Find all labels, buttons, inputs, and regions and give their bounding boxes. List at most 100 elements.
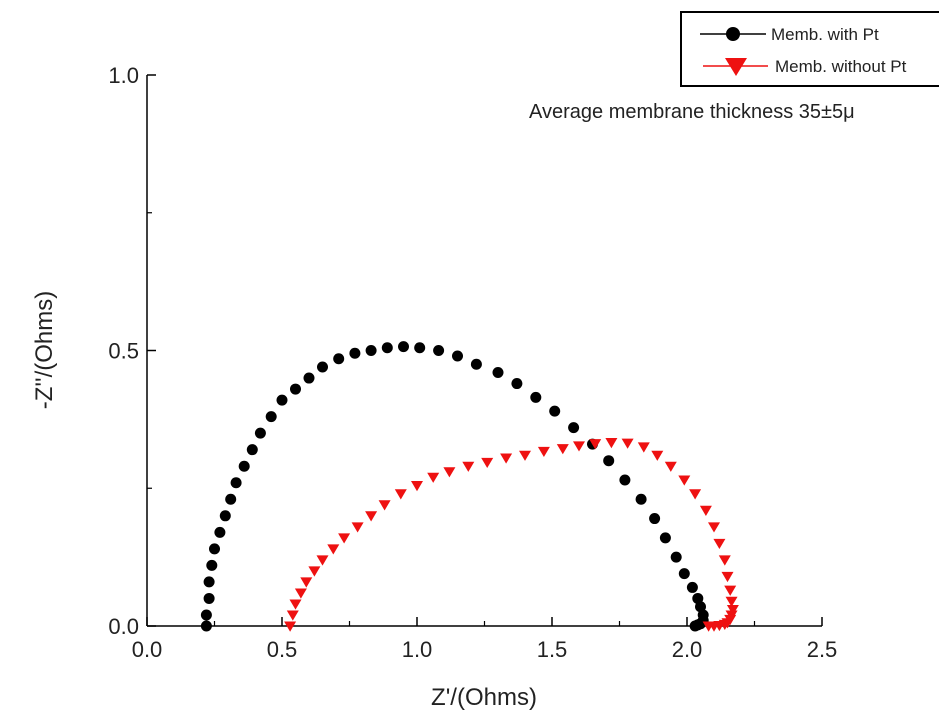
series-with-pt: [200, 341, 709, 632]
data-point-with-pt: [549, 405, 561, 417]
data-point-with-pt: [568, 422, 580, 434]
data-point-with-pt: [290, 383, 301, 395]
thickness-annotation: Average membrane thickness 35±5μ: [529, 101, 855, 123]
data-point-with-pt: [381, 342, 393, 354]
y-axis-title: -Z''/(Ohms): [31, 291, 58, 409]
x-axis-title: Z'/(Ohms): [431, 684, 537, 711]
data-point-with-pt: [365, 345, 377, 356]
y-tick-label: 0.0: [108, 614, 139, 639]
data-point-with-pt: [225, 493, 237, 505]
data-point-without-pt: [443, 467, 456, 478]
x-tick-label: 0.0: [132, 637, 163, 662]
data-point-without-pt: [411, 480, 423, 492]
data-point-with-pt: [206, 559, 218, 571]
data-point-without-pt: [689, 489, 702, 500]
data-point-with-pt: [238, 460, 250, 472]
y-axis-ticks: 0.0 0.5 1.0: [108, 63, 156, 639]
data-point-with-pt: [635, 493, 647, 505]
data-point-without-pt: [724, 585, 737, 596]
data-point-with-pt: [200, 620, 212, 632]
data-point-with-pt: [333, 353, 345, 365]
legend-marker-without-pt: [725, 58, 747, 76]
data-point-with-pt: [511, 378, 523, 390]
data-point-with-pt: [414, 342, 426, 354]
data-point-with-pt: [670, 551, 682, 563]
data-point-with-pt: [219, 510, 231, 522]
data-point-without-pt: [556, 444, 569, 455]
data-point-without-pt: [286, 610, 299, 621]
data-point-with-pt: [692, 592, 704, 604]
legend-label-with-pt: Memb. with Pt: [771, 25, 879, 44]
data-point-without-pt: [300, 577, 313, 588]
data-point-without-pt: [699, 505, 712, 516]
data-point-with-pt: [603, 455, 615, 467]
data-point-without-pt: [338, 533, 351, 544]
data-point-with-pt: [452, 350, 463, 362]
data-point-with-pt: [649, 513, 661, 525]
data-point-without-pt: [678, 475, 691, 486]
data-point-without-pt: [708, 522, 720, 533]
data-point-without-pt: [726, 604, 739, 616]
data-point-with-pt: [200, 609, 212, 621]
data-point-without-pt: [284, 621, 297, 632]
series-without-pt: [284, 438, 739, 632]
data-point-without-pt: [481, 457, 494, 469]
data-point-with-pt: [209, 543, 220, 555]
data-point-with-pt: [689, 620, 701, 632]
x-tick-label: 2.0: [672, 637, 703, 662]
data-point-without-pt: [378, 500, 391, 511]
legend-marker-with-pt: [726, 27, 740, 41]
data-point-without-pt: [289, 599, 302, 610]
data-point-without-pt: [327, 544, 340, 555]
data-point-with-pt: [492, 367, 504, 379]
data-point-without-pt: [702, 621, 715, 632]
data-point-without-pt: [573, 441, 585, 452]
data-point-without-pt: [537, 446, 550, 458]
data-point-without-pt: [651, 450, 664, 461]
data-point-with-pt: [470, 358, 482, 370]
data-point-without-pt: [308, 566, 321, 577]
data-point-without-pt: [427, 472, 440, 483]
data-point-with-pt: [317, 361, 328, 373]
data-point-with-pt: [695, 601, 706, 613]
data-point-without-pt: [637, 442, 650, 453]
data-point-without-pt: [519, 450, 531, 461]
data-point-without-pt: [365, 511, 378, 522]
data-point-with-pt: [686, 581, 698, 593]
data-point-with-pt: [276, 394, 288, 406]
data-point-with-pt: [659, 532, 671, 544]
data-point-with-pt: [678, 568, 690, 580]
data-point-without-pt: [500, 453, 513, 464]
y-tick-label: 0.5: [108, 339, 139, 364]
data-point-without-pt: [713, 538, 726, 550]
data-point-without-pt: [621, 438, 634, 449]
data-point-with-pt: [230, 477, 242, 489]
legend-box: [680, 11, 939, 87]
data-point-with-pt: [303, 372, 315, 384]
data-point-with-pt: [246, 444, 258, 456]
x-tick-label: 1.5: [537, 637, 568, 662]
x-tick-label: 0.5: [267, 637, 298, 662]
data-point-without-pt: [718, 555, 731, 566]
series-layer: [200, 341, 739, 632]
legend: Memb. with Pt Memb. without Pt: [680, 11, 939, 87]
x-axis-ticks: 0.0 0.5 1.0 1.5 2.0 2.5: [132, 617, 838, 662]
data-point-without-pt: [721, 571, 734, 583]
data-point-with-pt: [265, 411, 277, 423]
data-point-without-pt: [462, 461, 475, 472]
data-point-with-pt: [433, 345, 445, 356]
data-point-without-pt: [351, 522, 364, 533]
data-point-without-pt: [664, 461, 677, 472]
data-point-with-pt: [619, 474, 631, 486]
legend-label-without-pt: Memb. without Pt: [775, 57, 907, 76]
data-point-without-pt: [589, 439, 602, 450]
x-tick-label: 2.5: [807, 637, 838, 662]
data-point-with-pt: [214, 526, 226, 538]
data-point-without-pt: [294, 588, 307, 599]
data-point-with-pt: [254, 427, 266, 439]
data-point-with-pt: [398, 341, 409, 353]
data-point-with-pt: [203, 592, 215, 604]
data-point-without-pt: [316, 555, 329, 566]
legend-entry-without-pt: Memb. without Pt: [703, 57, 907, 76]
